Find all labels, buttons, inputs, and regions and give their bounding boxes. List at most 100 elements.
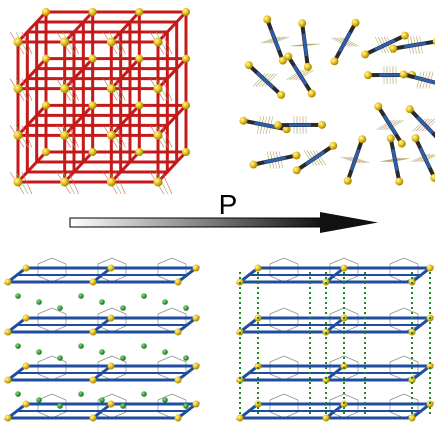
water-molecule: [141, 391, 147, 397]
bond: [63, 150, 94, 184]
ligand: [379, 120, 395, 130]
rod: [413, 75, 435, 85]
metal-atom: [135, 54, 144, 63]
ligand-ring: [269, 307, 299, 333]
metal-atom: [42, 8, 50, 16]
water-molecule: [120, 355, 126, 361]
metal-atom: [292, 166, 301, 175]
rod: [292, 64, 308, 86]
metal-atom: [236, 376, 244, 384]
ligand: [315, 150, 327, 166]
metal-atom: [88, 8, 97, 16]
water-molecule: [141, 343, 147, 349]
metal-atom: [192, 362, 200, 370]
metal-atom: [153, 84, 163, 94]
metal-atom: [298, 19, 307, 28]
water-molecule: [99, 397, 105, 403]
bond: [16, 104, 48, 137]
water-molecule: [78, 293, 84, 299]
ligand: [21, 171, 33, 195]
metal-atom: [249, 160, 258, 169]
ligand: [293, 43, 311, 47]
metal-atom: [192, 264, 200, 272]
ligand: [303, 150, 315, 166]
metal-atom: [182, 148, 190, 156]
metal-atom: [153, 37, 163, 47]
layered-framework-right: [235, 257, 435, 422]
rod: [403, 41, 427, 49]
metal-atom: [106, 130, 116, 140]
water-molecule: [36, 299, 42, 305]
ligand: [383, 158, 401, 162]
metal-atom: [239, 116, 248, 125]
metal-atom: [430, 173, 435, 182]
metal-atom: [405, 105, 414, 114]
metal-atom: [389, 44, 398, 53]
metal-atom: [303, 62, 312, 71]
metal-atom: [13, 177, 23, 187]
water-molecule: [15, 343, 21, 349]
metal-atom: [107, 362, 115, 370]
metal-atom: [386, 134, 395, 143]
metal-atom: [174, 376, 182, 384]
rod: [263, 156, 287, 164]
ligand-ring: [389, 393, 419, 419]
metal-atom: [282, 125, 291, 134]
arrow-head: [320, 212, 378, 233]
metal-atom: [192, 314, 200, 322]
rod: [382, 114, 398, 136]
metal-atom: [22, 362, 30, 370]
metal-atom: [374, 102, 383, 111]
ligand: [115, 171, 126, 195]
rod: [416, 116, 434, 134]
water-molecule: [120, 305, 126, 311]
bond: [156, 57, 188, 90]
ligand-ring: [389, 307, 419, 333]
metal-atom: [408, 414, 416, 422]
ligand: [269, 36, 287, 44]
ligand: [389, 158, 407, 162]
metal-atom: [411, 134, 420, 143]
ligand: [415, 118, 429, 132]
metal-atom: [135, 101, 144, 110]
rod: [302, 33, 308, 57]
metal-atom: [329, 141, 338, 150]
metal-atom: [174, 278, 182, 286]
ligand: [68, 171, 79, 195]
water-molecule: [15, 293, 21, 299]
water-molecule: [120, 403, 126, 409]
ligand: [261, 73, 275, 87]
metal-atom: [174, 328, 182, 336]
arrow-label: P: [219, 189, 238, 220]
water-molecule: [183, 403, 189, 409]
ligand: [419, 154, 435, 163]
ligand: [115, 31, 126, 55]
ligand: [161, 31, 173, 55]
water-molecule: [57, 403, 63, 409]
water-molecule: [36, 349, 42, 355]
ligand-ring: [389, 257, 419, 283]
bond: [16, 57, 48, 90]
metal-atom: [106, 84, 116, 94]
rod: [391, 148, 399, 172]
metal-atom: [399, 70, 408, 79]
water-molecule: [78, 343, 84, 349]
ligand-ring: [37, 307, 67, 333]
ligand: [295, 70, 311, 80]
metal-atom: [135, 148, 144, 156]
ligand: [334, 37, 350, 47]
metal-atom: [351, 18, 360, 27]
metal-atom: [244, 61, 253, 70]
water-molecule: [141, 293, 147, 299]
metal-atom: [42, 54, 50, 63]
bond: [63, 104, 94, 137]
water-molecule: [162, 299, 168, 305]
water-molecule: [15, 391, 21, 397]
ligand-ring: [269, 393, 299, 419]
metal-atom: [277, 90, 286, 99]
metal-atom: [42, 148, 50, 156]
metal-atom: [395, 177, 404, 186]
layered-framework-left: [3, 257, 201, 422]
bond: [16, 10, 48, 44]
